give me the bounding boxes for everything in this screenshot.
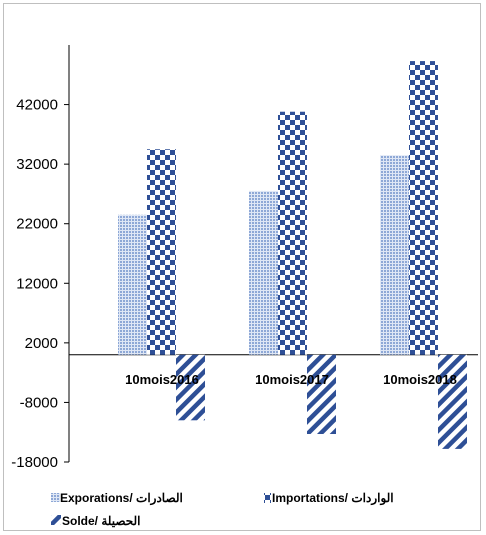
y-tick-label: 12000 <box>16 275 58 292</box>
bar-imports <box>147 149 176 355</box>
x-category-label: 10mois2017 <box>255 372 329 387</box>
y-tick-label: 32000 <box>16 156 58 173</box>
y-tick-label: 42000 <box>16 97 58 114</box>
x-category-label: 10mois2018 <box>383 372 457 387</box>
bar-balance <box>307 354 336 435</box>
bar-imports <box>409 61 438 355</box>
y-axis-ticks: -18000 -8000 2000 12000 22000 32000 42000 <box>11 97 69 471</box>
legend-swatch-balance <box>51 515 61 525</box>
bars <box>118 61 467 449</box>
legend-label-imports: Importations/ الواردات <box>272 491 394 506</box>
y-tick-label: 2000 <box>25 335 58 352</box>
legend: Exporations/ الصادرات Importations/ الوا… <box>51 491 394 528</box>
bar-exports <box>249 190 278 355</box>
x-category-label: 10mois2016 <box>125 372 199 387</box>
category-labels: 10mois2016 10mois2017 10mois2018 <box>125 372 457 387</box>
legend-swatch-exports <box>51 493 60 502</box>
y-tick-label: -18000 <box>11 454 58 471</box>
legend-swatch-imports <box>264 493 271 503</box>
bar-imports <box>278 111 307 355</box>
legend-label-balance: Solde/ الحصيلة <box>62 514 141 528</box>
bar-exports <box>118 214 147 355</box>
legend-label-exports: Exporations/ الصادرات <box>60 491 183 506</box>
y-tick-label: 22000 <box>16 216 58 233</box>
y-tick-label: -8000 <box>20 394 58 411</box>
bar-balance <box>176 354 205 421</box>
bar-balance <box>438 354 467 449</box>
bar-exports <box>380 155 409 355</box>
